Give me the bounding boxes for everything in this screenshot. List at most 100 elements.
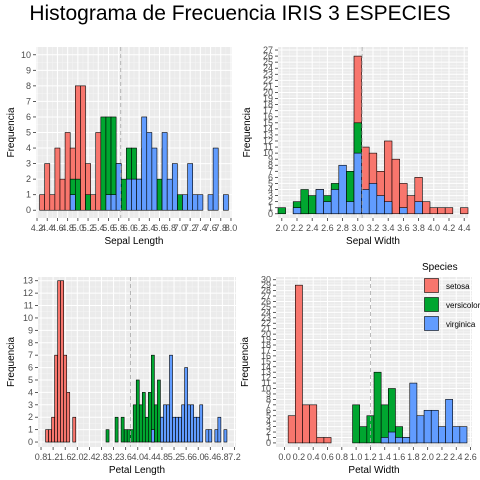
y-tick-label: 26	[263, 51, 273, 61]
x-tick-label: 5.2	[168, 452, 181, 462]
histogram-bar	[151, 354, 155, 443]
x-tick-label: 2.8	[95, 452, 108, 462]
histogram-bar	[51, 416, 55, 443]
histogram-bar	[105, 429, 110, 443]
y-tick-label: 19	[261, 335, 271, 345]
histogram-bar	[151, 429, 155, 443]
histogram-panel-2: 2.0 2.2 2.4 2.6 2.8 3.0 3.2 3.4 3.6 3.8 4.0 4.2 4.4 0…	[242, 45, 470, 247]
histogram-panel-3: 0.8 1.2 1.6 2.0 2.4 2.8 3.2 3.6 4.0 4.4 4.8 5.2 5.6 6…	[6, 276, 241, 476]
legend-label: virginica	[446, 320, 476, 329]
histogram-bar	[391, 158, 400, 215]
y-tick-label: 8	[28, 338, 33, 348]
histogram-bar	[208, 429, 213, 443]
histogram-bar	[115, 163, 122, 211]
x-tick-label: 2.4	[306, 223, 319, 233]
x-axis-title: Petal Width	[348, 465, 399, 476]
histogram-bar	[166, 404, 170, 443]
y-tick-label: 25	[263, 57, 273, 67]
histogram-bar	[105, 194, 112, 211]
histogram-bar	[309, 404, 318, 444]
histogram-bar	[187, 163, 193, 211]
histogram-bar	[437, 207, 446, 215]
histogram-bar	[190, 404, 194, 443]
y-tick-label: 28	[261, 286, 271, 296]
y-tick-label: 5	[28, 375, 33, 385]
y-axis-title: Frequencia	[6, 107, 17, 157]
x-tick-label: 6.8	[163, 223, 176, 233]
x-tick-label: 3.6	[119, 452, 132, 462]
histogram-bar	[422, 201, 431, 215]
histogram-bar	[85, 194, 91, 211]
y-tick-label: 23	[263, 69, 273, 79]
x-tick-label: 3.0	[352, 223, 365, 233]
y-tick-label: 7	[268, 166, 273, 176]
x-tick-label: 4.4	[144, 452, 157, 462]
y-tick-label: 1	[268, 203, 273, 213]
histogram-bar	[205, 429, 210, 443]
series-virginica	[151, 354, 228, 443]
x-tick-label: 2.6	[321, 223, 334, 233]
y-tick-label: 8	[26, 81, 31, 91]
x-tick-label: 3.2	[367, 223, 380, 233]
histogram-bar	[429, 207, 438, 215]
histogram-bar	[126, 178, 132, 211]
y-tick-label: 12	[23, 288, 33, 298]
histogram-bar	[123, 429, 128, 443]
histogram-bar	[182, 194, 188, 211]
x-tick-label: 3.8	[412, 223, 425, 233]
y-tick-label: 8	[268, 160, 273, 170]
x-tick-label: 0.0	[278, 452, 291, 462]
x-tick-label: 0.8	[35, 452, 48, 462]
histogram-bar	[138, 404, 143, 443]
x-tick-label: 7.6	[204, 223, 217, 233]
y-tick-label: 22	[263, 75, 273, 85]
y-tick-label: 9	[266, 389, 271, 399]
y-tick-label: 1	[266, 432, 271, 442]
y-tick-label: 0	[28, 437, 33, 447]
histogram-bar	[80, 85, 86, 211]
histogram-bar	[90, 194, 97, 211]
y-tick-label: 21	[263, 81, 273, 91]
y-tick-label: 16	[261, 351, 271, 361]
x-tick-label: 4.8	[156, 452, 169, 462]
x-tick-label: 4.0	[428, 223, 441, 233]
y-tick-label: 30	[261, 275, 271, 285]
histogram-bar	[95, 132, 102, 211]
y-tick-label: 6	[266, 405, 271, 415]
series-virginica	[69, 116, 229, 211]
histogram-bar	[199, 404, 204, 443]
x-tick-label: 4.2	[443, 223, 456, 233]
histogram-bar	[172, 416, 176, 443]
histogram-bar	[136, 178, 142, 211]
y-tick-label: 27	[263, 45, 273, 55]
legend: Species setosa versicolor virginica	[422, 262, 480, 332]
y-tick-label: 3	[266, 422, 271, 432]
histogram-bar	[287, 415, 296, 444]
y-tick-label: 15	[263, 118, 273, 128]
histogram-bar	[214, 429, 219, 443]
histogram-bar	[175, 416, 179, 443]
y-tick-label: 9	[28, 325, 33, 335]
x-tick-label: 8.0	[225, 223, 238, 233]
legend-swatch	[424, 316, 439, 331]
histogram-bar	[384, 201, 393, 215]
legend-swatch	[424, 297, 439, 312]
histogram-bar	[66, 392, 71, 443]
x-tick-label: 0.6	[321, 452, 334, 462]
y-tick-label: 3	[26, 159, 31, 169]
histogram-bar	[161, 132, 168, 211]
y-tick-label: 3	[28, 400, 33, 410]
x-tick-label: 6.6	[153, 223, 166, 233]
x-tick-label: 4.4	[41, 223, 54, 233]
histogram-bar	[368, 183, 378, 215]
y-tick-label: 23	[261, 313, 271, 323]
histogram-bar	[452, 426, 461, 444]
histogram-bar	[376, 195, 385, 215]
histogram-bar	[315, 189, 324, 215]
y-tick-label: 20	[263, 87, 273, 97]
y-tick-label: 5	[266, 411, 271, 421]
histogram-bar	[380, 437, 389, 444]
legend-swatch	[424, 278, 439, 293]
y-tick-label: 1	[26, 190, 31, 200]
y-axis-title: Frequencia	[242, 107, 253, 157]
